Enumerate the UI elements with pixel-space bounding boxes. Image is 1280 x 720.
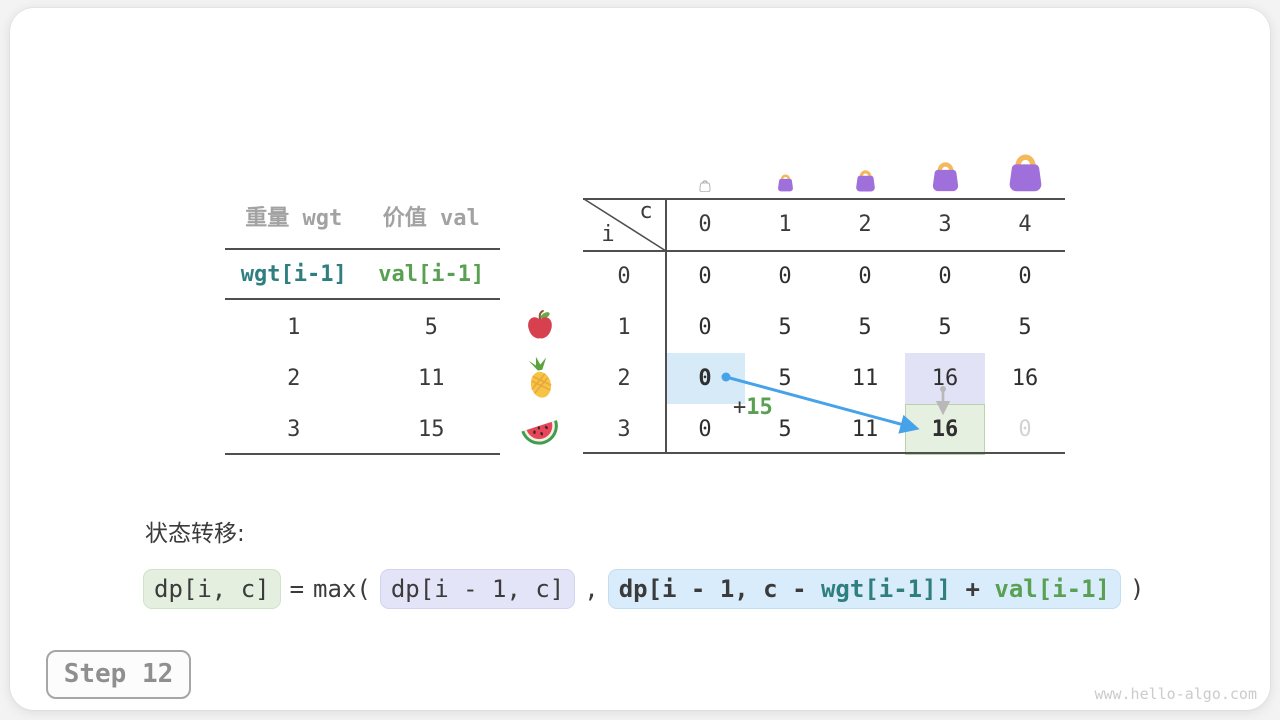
val-subheader: val[i-1] <box>378 262 485 287</box>
dp-cell-2-3: 16 <box>931 366 959 391</box>
equals-sign: = <box>289 575 305 603</box>
wgt-subheader: wgt[i-1] <box>240 262 347 287</box>
divider <box>225 298 500 300</box>
dp-cell-3-4: 0 <box>1018 417 1032 442</box>
item-3-value: 15 <box>418 417 445 442</box>
bag-capacity-0-icon <box>699 180 711 192</box>
dp-cell-0-4: 0 <box>1018 264 1032 289</box>
items-table-body: 1 5 2 11 3 15 <box>225 302 500 455</box>
dp-cell-1-0: 0 <box>698 315 712 340</box>
bag-capacity-2-cell <box>825 138 905 192</box>
capacity-bags-row <box>665 138 1065 192</box>
formula-arg2-box: dp[i - 1, c - wgt[i-1]] + val[i-1] <box>607 569 1121 609</box>
dp-cell-2-4: 16 <box>1011 366 1039 391</box>
step-badge: Step 12 <box>46 650 191 699</box>
value-column-header: 价值 val <box>382 206 480 231</box>
col-header-3: 3 <box>938 212 952 237</box>
added-value: 15 <box>746 395 773 420</box>
divider <box>225 453 500 455</box>
plus-sign: + <box>733 395 747 420</box>
item-2-value: 11 <box>418 366 445 391</box>
item-row-3: 3 15 <box>225 404 500 455</box>
bag-capacity-0-cell <box>665 138 745 192</box>
item-1-weight: 1 <box>287 315 301 340</box>
arg2-wgt-term: wgt[i-1]] <box>820 575 952 603</box>
dp-cell-1-2: 5 <box>858 315 872 340</box>
pineapple-icon <box>528 356 552 398</box>
dp-cell-1-4: 5 <box>1018 315 1032 340</box>
dp-cell-0-1: 0 <box>778 264 792 289</box>
divider <box>225 248 500 250</box>
grid-line <box>665 198 667 454</box>
arg2-val-term: val[i-1] <box>994 575 1110 603</box>
bag-capacity-1-icon <box>777 174 793 192</box>
grid-line <box>583 198 1065 200</box>
col-header-1: 1 <box>778 212 792 237</box>
dp-cell-3-2: 11 <box>851 417 879 442</box>
formula-arg1-box: dp[i - 1, c] <box>379 569 576 609</box>
item-row-2: 2 11 <box>225 353 500 404</box>
col-axis-label: c <box>639 199 653 224</box>
item-row-1: 1 5 <box>225 302 500 353</box>
grid-line <box>583 452 1065 454</box>
weight-column-header: 重量 wgt <box>245 206 343 231</box>
dp-cell-0-0: 0 <box>698 264 712 289</box>
transition-add-annotation: +15 <box>733 395 833 420</box>
dp-cell-2-2: 11 <box>851 366 879 391</box>
bag-capacity-3-cell <box>905 138 985 192</box>
dp-cell-0-3: 0 <box>938 264 952 289</box>
state-transition-label: 状态转移: <box>145 521 245 547</box>
corner-diagonal-line <box>583 198 667 252</box>
col-header-4: 4 <box>1018 212 1032 237</box>
dp-cell-1-1: 5 <box>778 315 792 340</box>
item-3-weight: 3 <box>287 417 301 442</box>
dp-cell-3-3: 16 <box>931 417 959 442</box>
dp-cell-2-0: 0 <box>698 366 712 391</box>
item-1-value: 5 <box>424 315 438 340</box>
dp-cell-0-2: 0 <box>858 264 872 289</box>
max-open: max( <box>313 575 371 603</box>
apple-icon <box>528 309 552 339</box>
row-header-2: 2 <box>617 366 631 391</box>
watermelon-icon <box>521 420 558 445</box>
arg2-plus: + <box>951 575 995 603</box>
items-table-subheader: wgt[i-1] val[i-1] <box>225 262 500 288</box>
col-header-2: 2 <box>858 212 872 237</box>
comma: , <box>584 575 599 603</box>
row-header-0: 0 <box>617 264 631 289</box>
dp-table: c i 0 1 2 3 4 0 1 2 3 0 0 0 0 0 0 5 5 5 … <box>583 198 1065 455</box>
bag-capacity-1-cell <box>745 138 825 192</box>
row-header-3: 3 <box>617 417 631 442</box>
dp-cell-highlight-above <box>905 353 985 404</box>
row-axis-label: i <box>601 222 615 247</box>
col-header-0: 0 <box>698 212 712 237</box>
dp-cell-3-0: 0 <box>698 417 712 442</box>
close-paren: ) <box>1129 575 1145 603</box>
item-2-weight: 2 <box>287 366 301 391</box>
grid-line <box>583 250 1065 252</box>
row-header-1: 1 <box>617 315 631 340</box>
bag-capacity-2-icon <box>855 170 875 192</box>
items-table-header: 重量 wgt 价值 val <box>225 206 500 232</box>
formula-lhs-box: dp[i, c] <box>143 569 281 609</box>
dp-cell-1-3: 5 <box>938 315 952 340</box>
state-transition-formula: dp[i, c] = max( dp[i - 1, c] , dp[i - 1,… <box>143 569 1144 609</box>
items-table: 重量 wgt 价值 val wgt[i-1] val[i-1] 1 5 2 11… <box>225 204 500 456</box>
bag-capacity-3-icon <box>932 162 958 192</box>
watermark: www.hello-algo.com <box>1094 685 1257 703</box>
figure-card: 重量 wgt 价值 val wgt[i-1] val[i-1] 1 5 2 11… <box>10 8 1270 710</box>
bag-capacity-4-cell <box>985 138 1065 192</box>
bag-capacity-4-icon <box>1009 154 1041 192</box>
arg2-prefix: dp[i - 1, c - <box>618 575 821 603</box>
